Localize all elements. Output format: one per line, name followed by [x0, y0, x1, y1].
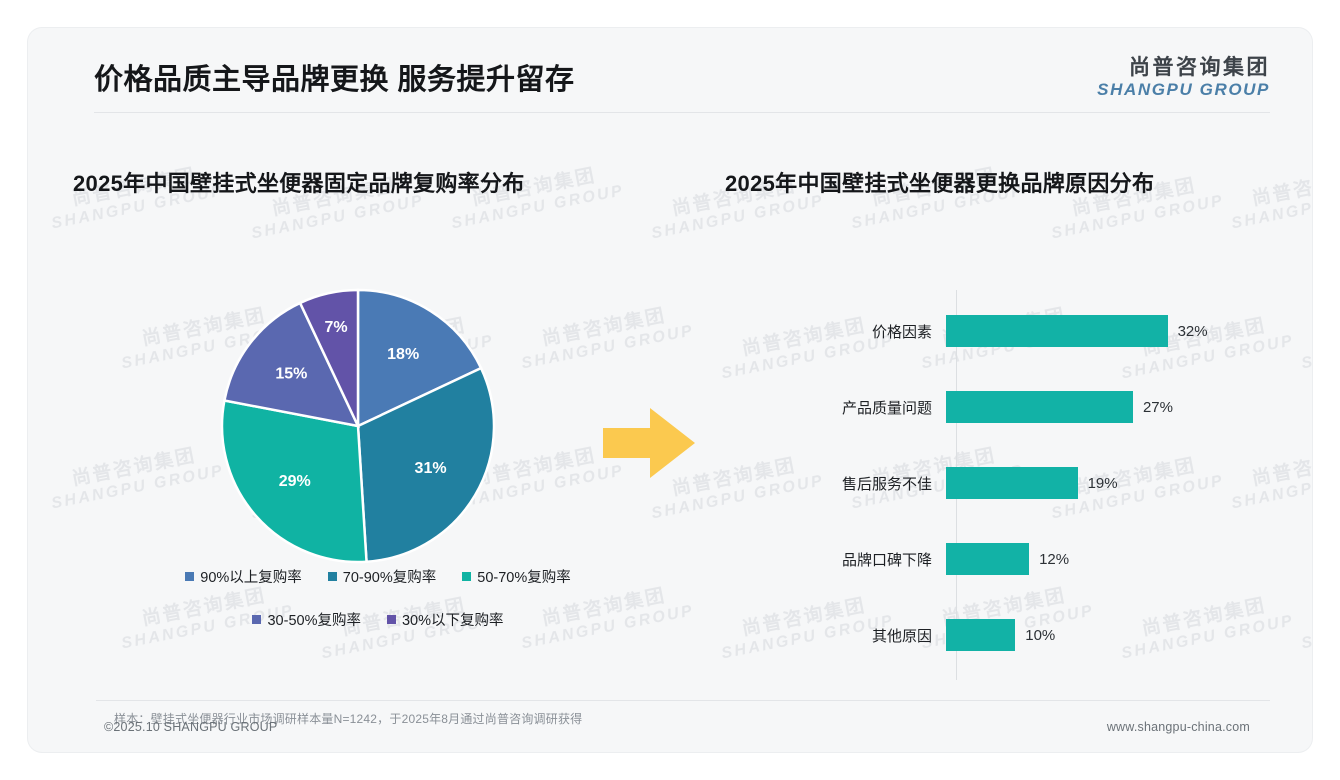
legend-swatch-icon	[185, 572, 195, 581]
pie-slice[interactable]	[356, 288, 483, 428]
bar-category-label: 价格因素	[871, 323, 932, 341]
bar-fill[interactable]	[946, 315, 1168, 347]
legend-swatch-icon	[462, 572, 472, 581]
bar-chart-row: 品牌口碑下降 12%	[725, 536, 1295, 582]
bar-fill[interactable]	[946, 467, 1078, 499]
legend-swatch-icon	[252, 615, 262, 624]
legend-swatch-icon	[386, 615, 396, 624]
pie-chart-svg: 18% 31% 29% 15% 7%	[220, 288, 496, 564]
legend-item[interactable]: 30-50%复购率	[252, 609, 361, 630]
bar-chart-row: 售后服务不佳 19%	[725, 460, 1295, 506]
brand-logo: 尚普咨询集团 SHANGPU GROUP	[1097, 56, 1270, 99]
bar-value-label: 32%	[1177, 322, 1208, 340]
bar-chart-row: 产品质量问题 27%	[725, 384, 1295, 430]
bar-track: 19%	[946, 460, 1295, 506]
page-title: 价格品质主导品牌更换 服务提升留存	[94, 64, 575, 96]
slide-footer: ©2025.10 SHANGPU GROUP www.shangpu-china…	[28, 716, 1312, 746]
pie-slice-value: 29%	[279, 473, 311, 490]
bar-value-label: 19%	[1087, 474, 1118, 492]
bar-category-label: 品牌口碑下降	[841, 551, 932, 569]
legend-item-label: 50-70%复购率	[477, 570, 571, 586]
legend-row: 30-50%复购率 30%以下复购率	[138, 609, 618, 630]
legend-item-label: 70-90%复购率	[342, 570, 437, 586]
pie-slice-value: 7%	[324, 319, 347, 336]
footnote-divider	[96, 700, 1270, 701]
bar-fill[interactable]	[946, 619, 1016, 651]
bar-track: 12%	[946, 536, 1295, 582]
bar-fill[interactable]	[946, 391, 1133, 423]
bar-value-label: 12%	[1039, 550, 1070, 568]
legend-item[interactable]: 90%以上复购率	[185, 566, 302, 587]
pie-slice-value: 18%	[387, 346, 419, 363]
bar-value-label: 10%	[1025, 626, 1056, 644]
slide-canvas: 尚普咨询集团 SHANGPU GROUP 尚普咨询集团 SHANGPU GROUP 尚普…	[28, 28, 1312, 752]
bar-chart-row: 其他原因 10%	[725, 612, 1295, 658]
legend-item[interactable]: 50-70%复购率	[462, 566, 571, 587]
pie-slice[interactable]	[222, 301, 361, 428]
pie-slice[interactable]	[298, 288, 360, 427]
bar-value-label: 27%	[1142, 398, 1173, 416]
bar-chart-row: 价格因素 32%	[725, 308, 1295, 354]
bar-track: 27%	[946, 384, 1295, 430]
pie-slice-value: 31%	[415, 460, 447, 477]
legend-item-label: 30-50%复购率	[267, 613, 361, 629]
pie-slice-value: 15%	[275, 366, 307, 383]
legend-item[interactable]: 70-90%复购率	[327, 566, 437, 587]
bar-category-label: 产品质量问题	[841, 399, 932, 417]
bar-category-label: 售后服务不佳	[841, 475, 932, 493]
legend-item-label: 30%以下复购率	[401, 613, 504, 629]
legend-row: 90%以上复购率 70-90%复购率 50-70%复购率	[138, 566, 618, 587]
header-divider	[94, 112, 1270, 113]
legend-swatch-icon	[327, 572, 337, 581]
slide-header: 价格品质主导品牌更换 服务提升留存 尚普咨询集团 SHANGPU GROUP	[28, 28, 1312, 118]
bar-chart: 价格因素 32% 产品质量问题 27% 售后服务不佳 19% 品牌口碑下降 12% 其他原因 10…	[725, 290, 1295, 680]
pie-chart: 18% 31% 29% 15% 7%	[218, 286, 498, 566]
arrow-right-icon	[603, 406, 695, 485]
bar-track: 10%	[946, 612, 1295, 658]
bar-category-label: 其他原因	[871, 627, 932, 645]
logo-chinese-name: 尚普咨询集团	[1129, 56, 1270, 79]
bar-fill[interactable]	[946, 543, 1030, 575]
website-link[interactable]: www.shangpu-china.com	[1106, 720, 1250, 734]
legend-item[interactable]: 30%以下复购率	[386, 609, 504, 630]
sample-footnote: 样本：壁挂式坐便器行业市场调研样本量N=1242，于2025年8月通过尚普咨询调…	[114, 712, 583, 726]
pie-chart-title: 2025年中国壁挂式坐便器固定品牌复购率分布	[73, 171, 525, 196]
pie-slice[interactable]	[220, 399, 368, 564]
pie-slice[interactable]	[356, 366, 496, 564]
legend-item-label: 90%以上复购率	[200, 570, 302, 586]
copyright-text: ©2025.10 SHANGPU GROUP	[104, 720, 278, 734]
bar-track: 32%	[946, 308, 1295, 354]
logo-english-name: SHANGPU GROUP	[1097, 79, 1270, 99]
pie-chart-legend: 90%以上复购率 70-90%复购率 50-70%复购率 30-50%复购率 30%以下…	[138, 566, 618, 652]
bar-chart-title: 2025年中国壁挂式坐便器更换品牌原因分布	[725, 171, 1155, 196]
